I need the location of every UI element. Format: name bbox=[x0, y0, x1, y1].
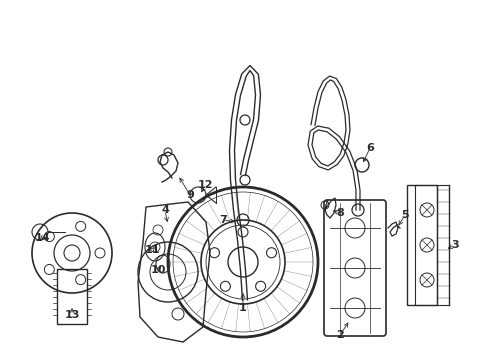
Text: 6: 6 bbox=[366, 143, 373, 153]
Text: 14: 14 bbox=[34, 233, 50, 243]
Text: 4: 4 bbox=[161, 205, 168, 215]
Bar bbox=[414, 185, 436, 305]
Text: 8: 8 bbox=[335, 208, 343, 218]
Text: 5: 5 bbox=[400, 210, 408, 220]
Text: 9: 9 bbox=[185, 190, 194, 200]
Bar bbox=[57, 269, 87, 324]
Text: 7: 7 bbox=[219, 215, 226, 225]
Text: 13: 13 bbox=[64, 310, 80, 320]
Text: 11: 11 bbox=[144, 245, 160, 255]
Text: 10: 10 bbox=[150, 265, 165, 275]
Bar bbox=[406, 185, 436, 305]
Text: 12: 12 bbox=[197, 180, 212, 190]
Text: 3: 3 bbox=[450, 240, 458, 250]
Text: 1: 1 bbox=[239, 303, 246, 313]
Text: 2: 2 bbox=[335, 330, 343, 340]
